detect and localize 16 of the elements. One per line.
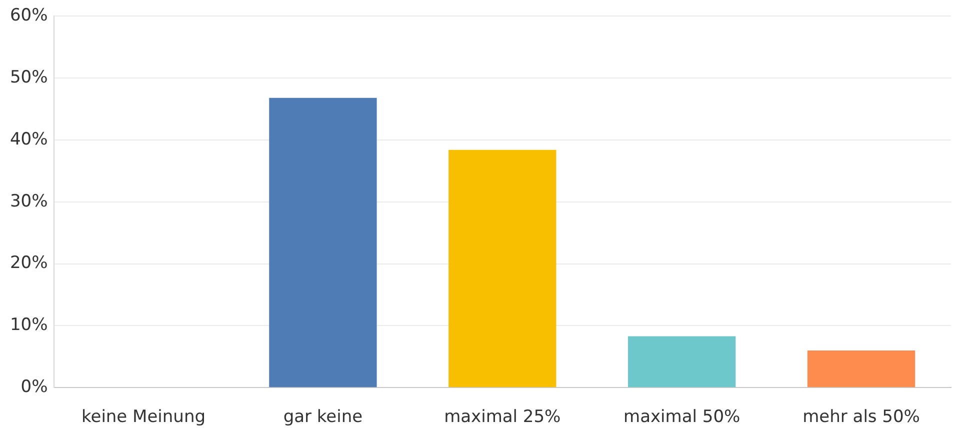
y-tick-label: 40% bbox=[10, 129, 48, 150]
y-tick-label: 30% bbox=[10, 191, 48, 212]
x-tick-label: maximal 50% bbox=[624, 407, 740, 428]
bar bbox=[807, 350, 916, 388]
x-tick-label: gar keine bbox=[283, 407, 363, 428]
bar bbox=[448, 150, 556, 388]
bar bbox=[269, 98, 377, 388]
y-tick-label: 0% bbox=[20, 377, 48, 398]
y-tick-label: 50% bbox=[10, 68, 48, 88]
x-tick-label: mehr als 50% bbox=[802, 407, 920, 428]
x-tick-label: maximal 25% bbox=[444, 407, 561, 428]
y-tick-label: 10% bbox=[10, 315, 48, 336]
y-tick-label: 60% bbox=[10, 6, 48, 26]
bar bbox=[628, 336, 736, 388]
y-tick-label: 20% bbox=[10, 253, 48, 274]
x-tick-label: keine Meinung bbox=[81, 407, 206, 428]
